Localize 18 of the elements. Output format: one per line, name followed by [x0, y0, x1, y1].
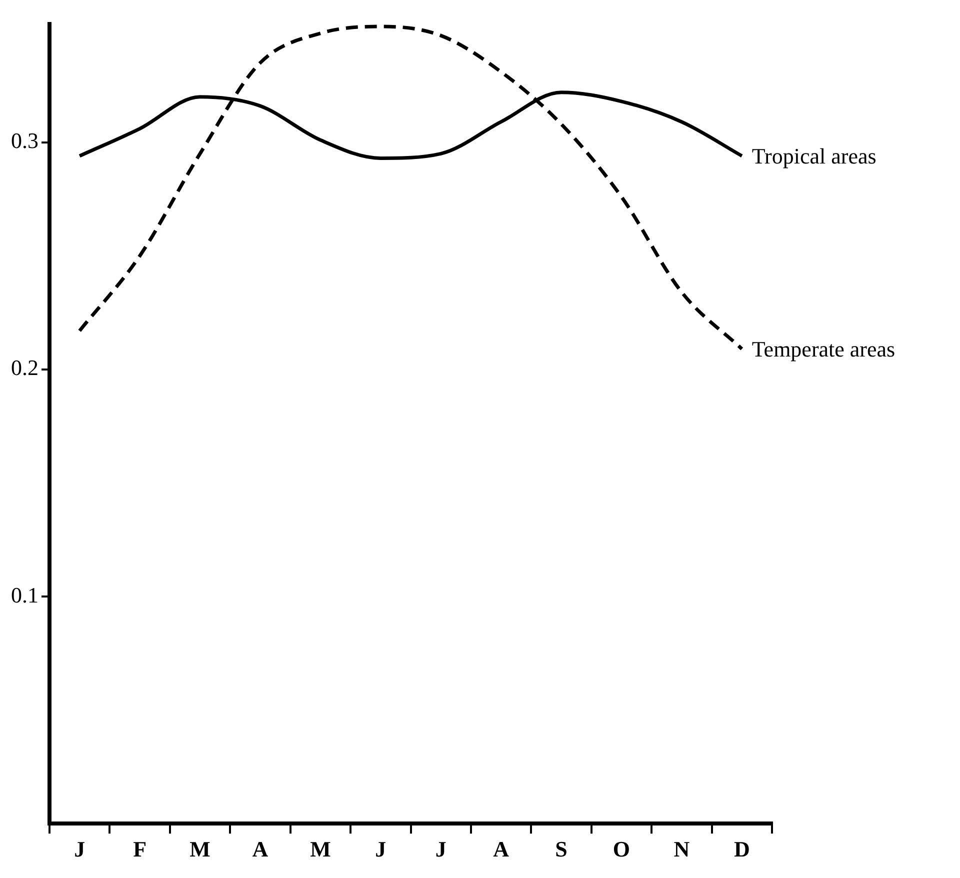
series-label: Temperate areas [752, 336, 896, 362]
x-tick-label: A [252, 836, 268, 862]
line-series [78, 24, 744, 351]
x-tick-label: A [493, 836, 510, 862]
x-tick-label: J [375, 836, 386, 862]
y-tick-label: 0.3 [11, 128, 38, 154]
series-label: Tropical areas [752, 144, 876, 169]
x-tick-label: J [74, 836, 86, 862]
y-tick-label: 0.1 [11, 582, 38, 608]
x-tick-label: O [612, 836, 630, 862]
x-tick-label: J [435, 836, 446, 862]
x-tick-label: M [310, 836, 332, 862]
x-tick-label: D [734, 836, 750, 862]
y-tick-label: 0.2 [11, 355, 38, 380]
x-tick-label: M [190, 836, 211, 862]
x-tick-label: N [674, 836, 690, 862]
x-tick-label: F [133, 836, 147, 862]
x-tick-label: S [555, 836, 568, 862]
